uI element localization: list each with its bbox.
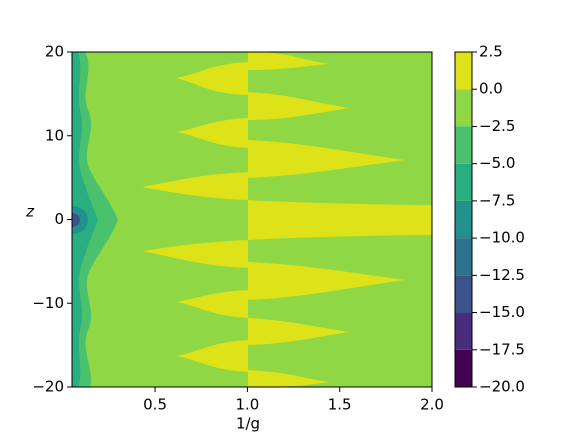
contour-region	[176, 118, 248, 148]
colorbar-band	[455, 89, 472, 127]
contour-region	[176, 62, 248, 95]
contour-region	[176, 290, 248, 318]
y-axis-label: z	[25, 203, 35, 221]
contour-region	[248, 52, 330, 70]
y-tick-label: −20	[32, 378, 64, 396]
contour-region	[248, 262, 405, 300]
y-tick-label: 10	[45, 126, 64, 144]
contour-region	[248, 200, 432, 240]
colorbar-tick-label: −15.0	[479, 303, 525, 321]
contour-field	[72, 52, 432, 387]
contour-region	[248, 318, 350, 345]
x-tick-label: 2.0	[420, 396, 444, 414]
y-tick-label: −10	[32, 294, 64, 312]
contour-region	[248, 92, 350, 120]
x-tick-label: 1.0	[235, 396, 259, 414]
contour-region	[248, 140, 405, 178]
contour-region	[142, 240, 248, 268]
colorbar-tick-label: 0.0	[479, 80, 503, 98]
colorbar-band	[455, 163, 472, 201]
x-tick-label: 1.5	[328, 396, 352, 414]
colorbar-frame	[454, 51, 473, 388]
colorbar-tick-label: −12.5	[479, 266, 525, 284]
colorbar-band	[455, 52, 472, 90]
colorbar-tick-label: −10.0	[479, 229, 525, 247]
colorbar-tick-label: −7.5	[479, 191, 515, 209]
contour-region	[142, 172, 248, 200]
x-axis-label: 1/g	[236, 415, 260, 433]
colorbar-tick-label: −17.5	[479, 340, 525, 358]
colorbar-tick-label: −2.5	[479, 117, 515, 135]
y-tick-label: 20	[45, 43, 64, 61]
colorbar-band	[455, 275, 472, 313]
contour-region	[248, 370, 330, 387]
contour-region	[176, 340, 248, 372]
colorbar-band	[455, 238, 472, 276]
y-tick-label: 0	[54, 210, 64, 228]
colorbar-tick-label: −5.0	[479, 154, 515, 172]
colorbar-band	[455, 126, 472, 164]
colorbar-tick-label: 2.5	[479, 43, 503, 61]
contour-region	[72, 213, 80, 227]
x-tick-label: 0.5	[143, 396, 167, 414]
colorbar-band	[455, 312, 472, 350]
colorbar-band	[455, 200, 472, 239]
colorbar-band	[455, 349, 472, 387]
colorbar-tick-label: −20.0	[479, 378, 525, 396]
